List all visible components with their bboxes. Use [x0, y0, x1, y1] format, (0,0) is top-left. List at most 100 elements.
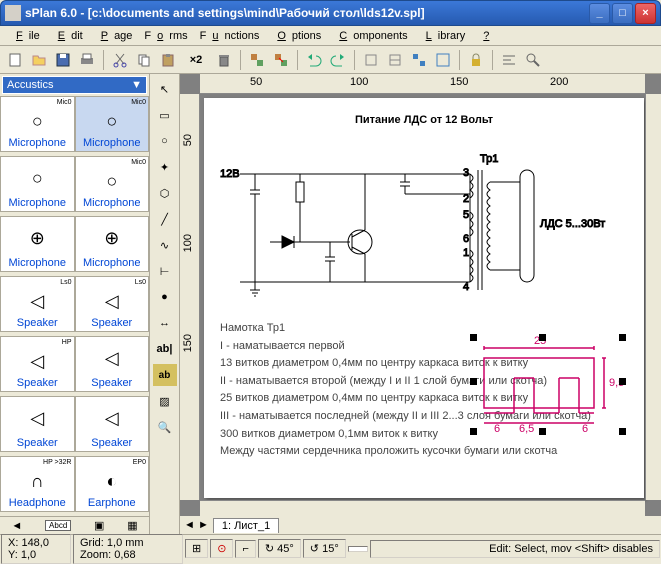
svg-text:6: 6: [582, 423, 588, 435]
ruler-vertical: 50100150: [180, 94, 200, 500]
menu-forms[interactable]: Forms: [138, 28, 193, 44]
tool-d-icon[interactable]: [432, 49, 454, 71]
ungroup-icon[interactable]: [270, 49, 292, 71]
dim-icon[interactable]: ↔: [153, 312, 177, 334]
hline-icon[interactable]: ⊢: [153, 260, 177, 282]
cut-icon[interactable]: [109, 49, 131, 71]
delete-icon[interactable]: [213, 49, 235, 71]
angle2[interactable]: ↺ 15°: [303, 539, 346, 558]
palette-item[interactable]: ◁Speaker: [0, 396, 75, 452]
palette-item[interactable]: Mic0○Microphone: [75, 156, 150, 212]
drawing-toolbar: ↖ ▭ ○ ✦ ⬡ ╱ ∿ ⊢ ● ↔ ab| ab ▨ 🔍: [150, 74, 180, 534]
tool-b-icon[interactable]: [384, 49, 406, 71]
fillcolor-icon[interactable]: [348, 546, 368, 552]
svg-text:Тр1: Тр1: [480, 153, 498, 165]
circle-icon[interactable]: ○: [153, 130, 177, 152]
rect-icon[interactable]: ▭: [153, 104, 177, 126]
menu-page[interactable]: Page: [89, 28, 139, 44]
pal-label-icon[interactable]: Abcd: [45, 520, 71, 531]
palette-item[interactable]: EP0◐Earphone: [75, 456, 150, 512]
text-icon[interactable]: ab|: [153, 338, 177, 360]
menu-file[interactable]: File: [4, 28, 46, 44]
palette-item[interactable]: ○Microphone: [0, 156, 75, 212]
svg-text:6,5: 6,5: [519, 423, 534, 435]
save-icon[interactable]: [52, 49, 74, 71]
open-icon[interactable]: [28, 49, 50, 71]
minimize-button[interactable]: _: [589, 3, 610, 24]
polygon-icon[interactable]: ⬡: [153, 182, 177, 204]
palette-item[interactable]: HP >32R∩Headphone: [0, 456, 75, 512]
redo-icon[interactable]: [327, 49, 349, 71]
menu-help[interactable]: ?: [471, 28, 501, 44]
curve-icon[interactable]: ∿: [153, 234, 177, 256]
palette-item[interactable]: HP◁Speaker: [0, 336, 75, 392]
palette-item[interactable]: Mic0○Microphone: [0, 96, 75, 152]
palette-item[interactable]: ◁Speaker: [75, 396, 150, 452]
menu-library[interactable]: Library: [414, 28, 472, 44]
grid-toggle-icon[interactable]: ⊞: [185, 539, 208, 558]
lock-icon[interactable]: [465, 49, 487, 71]
print-icon[interactable]: [76, 49, 98, 71]
new-icon[interactable]: [4, 49, 26, 71]
page-tab-1[interactable]: 1: Лист_1: [213, 518, 279, 533]
palette-item[interactable]: Ls0◁Speaker: [0, 276, 75, 332]
pal-a-icon[interactable]: ▣: [94, 519, 104, 532]
tool-c-icon[interactable]: [408, 49, 430, 71]
pointer-icon[interactable]: ↖: [153, 78, 177, 100]
node-icon[interactable]: ●: [153, 286, 177, 308]
maximize-button[interactable]: □: [612, 3, 633, 24]
menu-edit[interactable]: Edit: [46, 28, 89, 44]
status-x: X: 148,0: [8, 537, 64, 549]
scrollbar-vertical[interactable]: [645, 94, 661, 500]
image-icon[interactable]: ▨: [153, 390, 177, 412]
star-icon[interactable]: ✦: [153, 156, 177, 178]
palette-item[interactable]: ⊕Microphone: [0, 216, 75, 272]
angle1[interactable]: ↻ 45°: [258, 539, 301, 558]
title-bar: sPlan 6.0 - [c:\documents and settings\m…: [0, 0, 661, 26]
component-palette: Mic0○MicrophoneMic0○Microphone○Microphon…: [0, 96, 149, 516]
paste-icon[interactable]: [157, 49, 179, 71]
palette-item[interactable]: ◁Speaker: [75, 336, 150, 392]
svg-text:2: 2: [463, 193, 469, 205]
group-icon[interactable]: [246, 49, 268, 71]
zoom-icon[interactable]: 🔍: [153, 416, 177, 438]
tab-nav-icon[interactable]: ◄ ►: [184, 519, 209, 531]
palette-tools: ◄ Abcd ▣ ▦: [0, 516, 149, 534]
menu-options[interactable]: Options: [265, 28, 327, 44]
status-hint: Edit: Select, mov <Shift> disables: [370, 540, 660, 558]
find-icon[interactable]: [522, 49, 544, 71]
magnet-icon[interactable]: ⊙: [210, 539, 233, 558]
menu-components[interactable]: Components: [327, 28, 413, 44]
align-icon[interactable]: [498, 49, 520, 71]
status-bar: X: 148,0 Y: 1,0 Grid: 1,0 mm Zoom: 0,68 …: [0, 534, 661, 562]
canvas[interactable]: 50100150200 50100150 Питание ЛДС от 12 В…: [180, 74, 661, 534]
label-icon[interactable]: ab: [153, 364, 177, 386]
svg-text:3: 3: [463, 167, 469, 179]
angle-icon[interactable]: ⌐: [235, 540, 255, 558]
palette-item[interactable]: Mic0○Microphone: [75, 96, 150, 152]
undo-icon[interactable]: [303, 49, 325, 71]
svg-text:5: 5: [463, 209, 469, 221]
pal-left-icon[interactable]: ◄: [11, 520, 22, 532]
menu-functions[interactable]: Functions: [194, 28, 266, 44]
library-panel: Accustics▼ Mic0○MicrophoneMic0○Microphon…: [0, 74, 150, 534]
palette-item[interactable]: ⊕Microphone: [75, 216, 150, 272]
palette-item[interactable]: Ls0◁Speaker: [75, 276, 150, 332]
duplicate-icon[interactable]: ×2: [181, 49, 211, 71]
svg-text:ЛДС 5...30Вт: ЛДС 5...30Вт: [540, 218, 605, 230]
tool-a-icon[interactable]: [360, 49, 382, 71]
status-zoom: Zoom: 0,68: [80, 549, 176, 561]
svg-text:6: 6: [494, 423, 500, 435]
close-button[interactable]: ×: [635, 3, 656, 24]
schematic: 12В Тр1: [220, 142, 630, 302]
pal-b-icon[interactable]: ▦: [127, 519, 137, 532]
page-tabs: ◄ ► 1: Лист_1: [180, 516, 661, 534]
scrollbar-horizontal[interactable]: [200, 500, 645, 516]
svg-text:6: 6: [463, 233, 469, 245]
status-grid: Grid: 1,0 mm: [80, 537, 176, 549]
svg-text:4: 4: [463, 281, 469, 293]
copy-icon[interactable]: [133, 49, 155, 71]
library-dropdown[interactable]: Accustics▼: [2, 76, 147, 94]
line-icon[interactable]: ╱: [153, 208, 177, 230]
doc-title: Питание ЛДС от 12 Вольт: [220, 114, 628, 126]
